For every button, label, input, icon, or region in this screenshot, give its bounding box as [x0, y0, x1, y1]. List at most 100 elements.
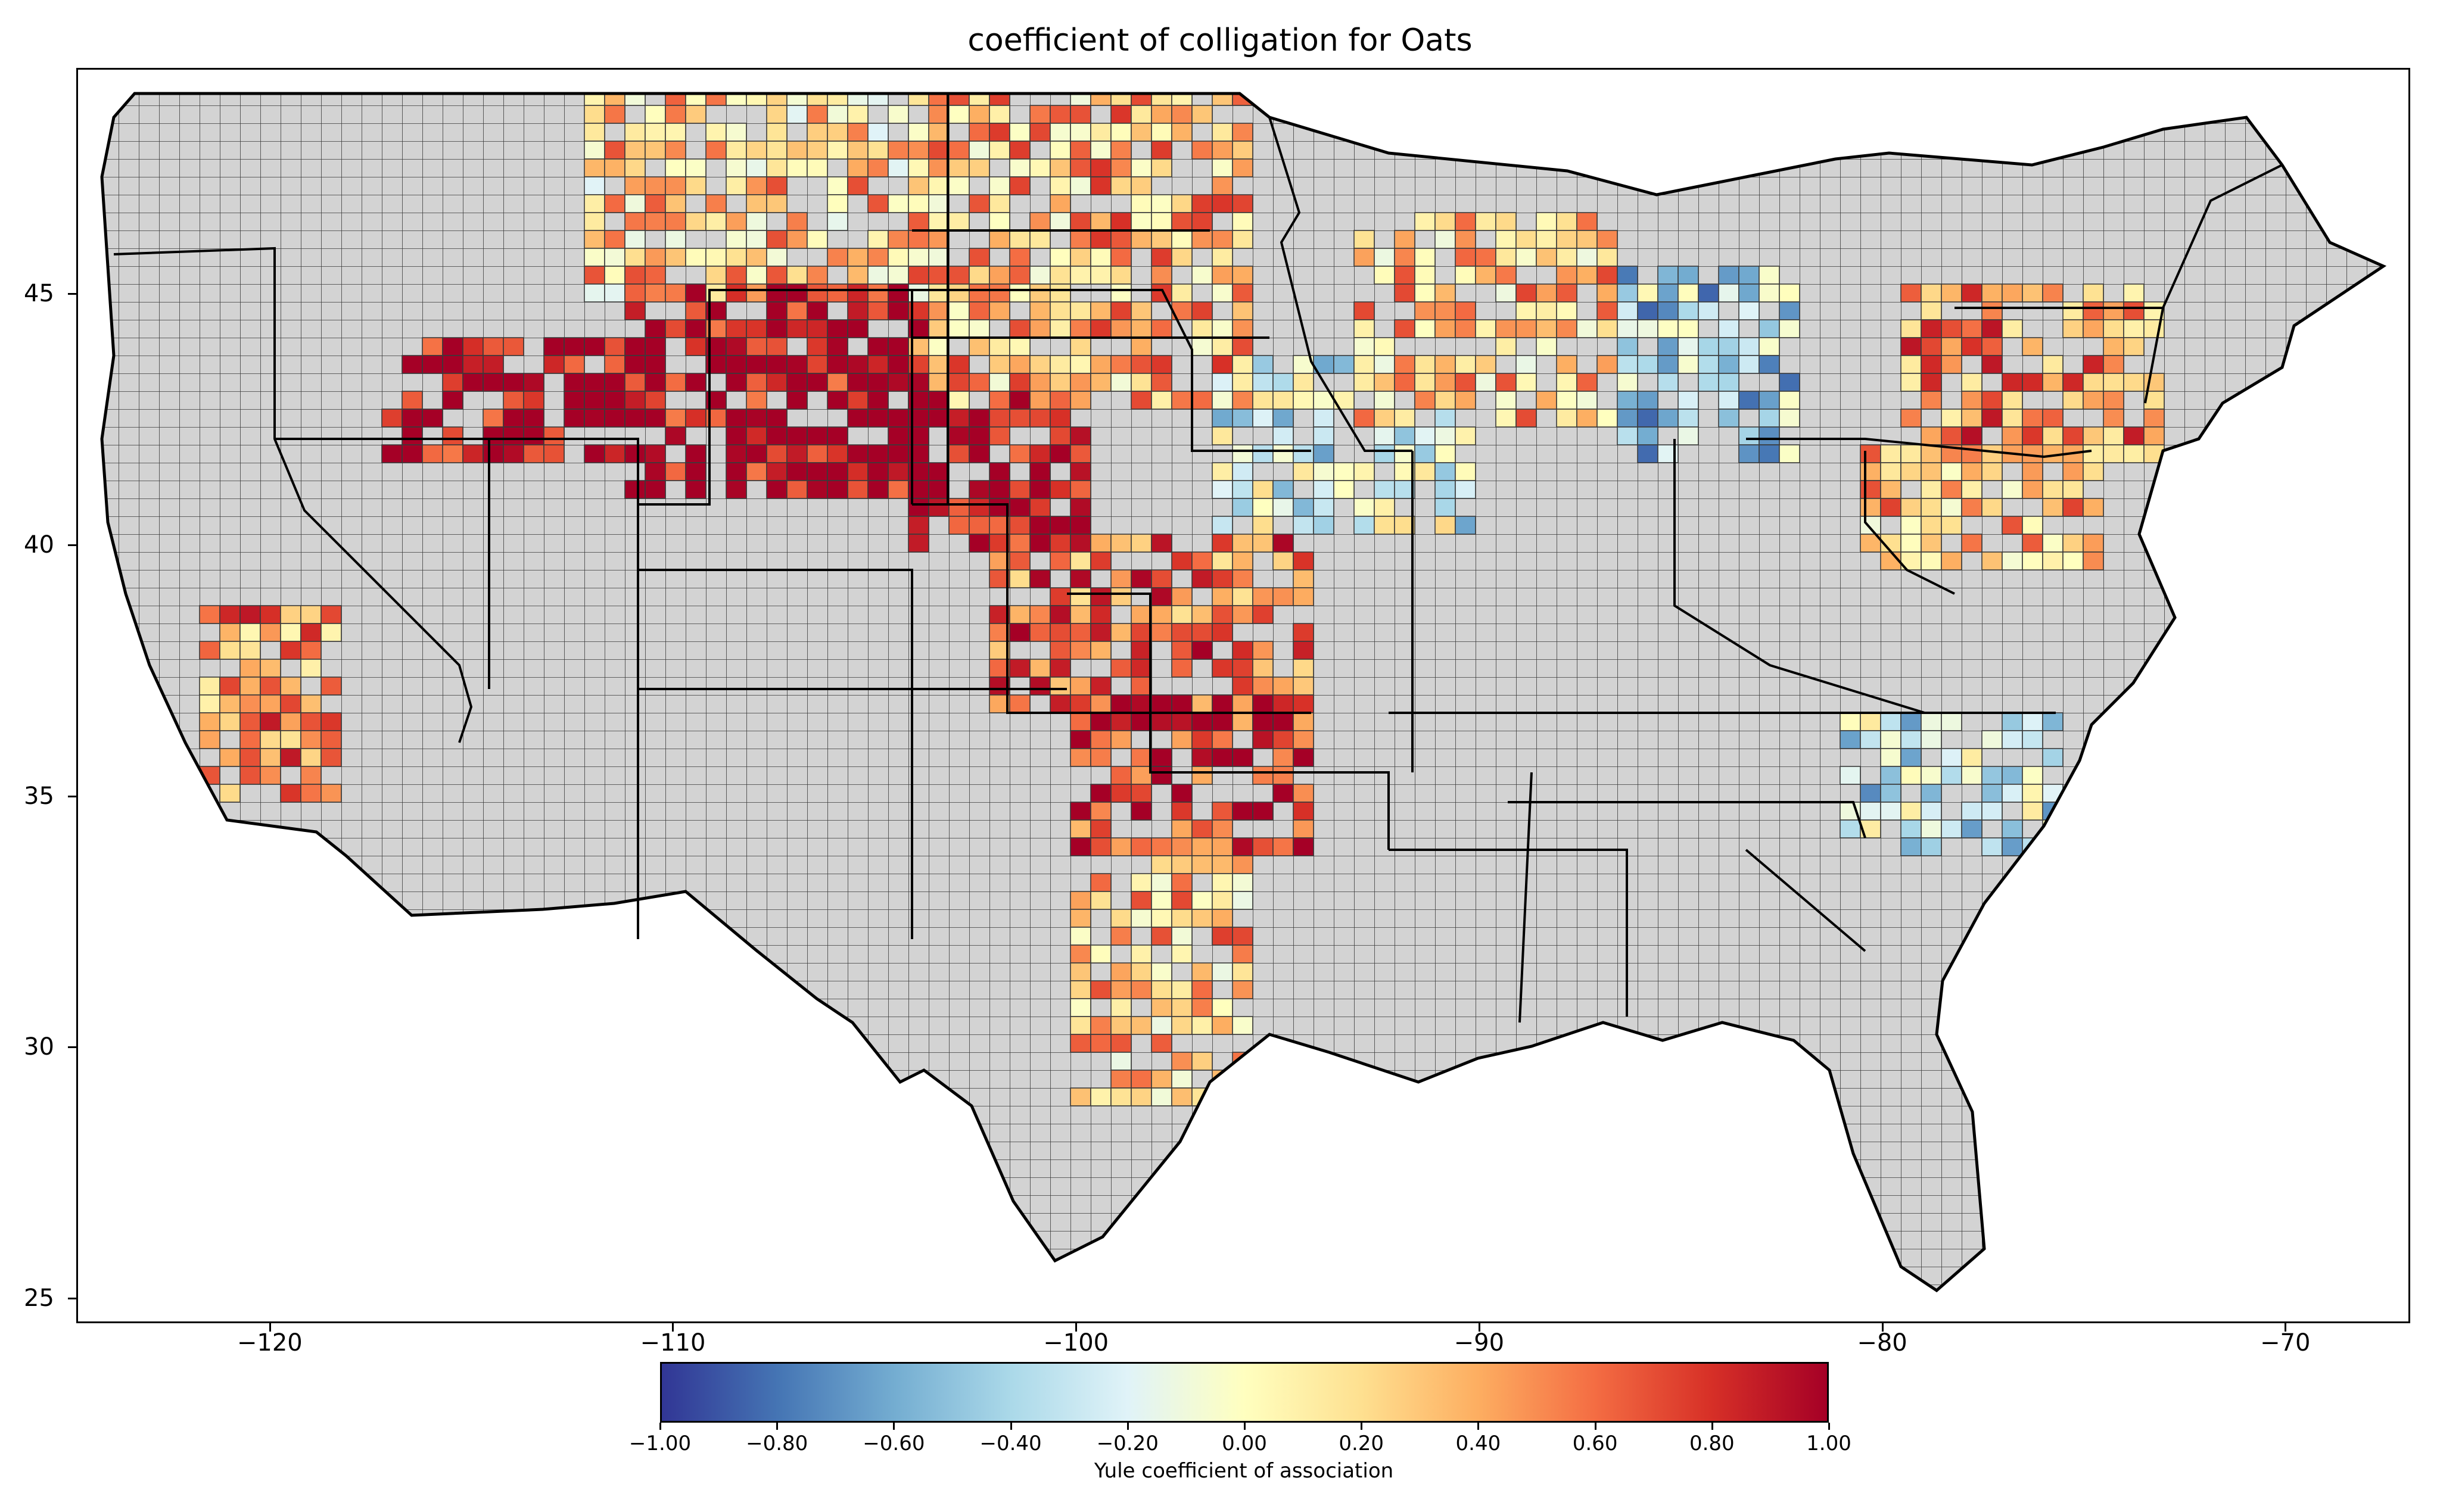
county-cell: [1394, 319, 1415, 338]
county-cell: [300, 784, 322, 803]
county-cell: [2022, 516, 2043, 535]
county-cell: [1232, 355, 1253, 374]
county-cell: [888, 337, 909, 356]
county-cell: [1191, 230, 1213, 249]
county-cell: [1110, 355, 1132, 374]
county-cell: [1232, 123, 1253, 142]
county-cell: [1941, 337, 1962, 356]
county-cell: [1921, 802, 1942, 821]
x-tick-label: −90: [1454, 1329, 1505, 1357]
county-cell: [1434, 444, 1456, 463]
county-cell: [1738, 337, 1760, 356]
county-cell: [1070, 373, 1091, 392]
county-cell: [1151, 837, 1172, 856]
county-cell: [766, 158, 788, 177]
county-cell: [1029, 283, 1051, 303]
county-cell: [1050, 355, 1071, 374]
county-cell: [2062, 534, 2084, 553]
county-cell: [726, 176, 747, 195]
county-cell: [483, 355, 504, 374]
county-cell: [1131, 837, 1152, 856]
county-cell: [1090, 123, 1112, 142]
county-cell: [422, 337, 443, 356]
county-cell: [1596, 355, 1618, 374]
county-cell: [1151, 623, 1172, 642]
county-cell: [1191, 623, 1213, 642]
county-cell: [867, 337, 889, 356]
county-cell: [1029, 605, 1051, 624]
county-cell: [320, 623, 342, 642]
county-cell: [1698, 337, 1719, 356]
county-cell: [584, 283, 605, 303]
county-cell: [1212, 534, 1233, 553]
county-cell: [624, 248, 646, 267]
county-layer: [102, 93, 2383, 1290]
county-cell: [1110, 623, 1132, 642]
county-cell: [584, 105, 605, 124]
county-cell: [1212, 319, 1233, 338]
county-cell: [1232, 444, 1253, 463]
county-cell: [1151, 105, 1172, 124]
county-cell: [1313, 444, 1334, 463]
county-cell: [1151, 962, 1172, 981]
county-cell: [665, 426, 686, 445]
county-cell: [1353, 462, 1375, 481]
county-cell: [422, 444, 443, 463]
county-cell: [1657, 319, 1679, 338]
county-cell: [827, 480, 848, 499]
county-cell: [1131, 93, 1152, 106]
county-cell: [746, 444, 767, 463]
county-cell: [1434, 391, 1456, 410]
county-cell: [1050, 605, 1071, 624]
county-cell: [888, 248, 909, 267]
county-cell: [1617, 283, 1638, 303]
county-cell: [1191, 569, 1213, 588]
county-cell: [2002, 283, 2023, 303]
colorbar-label: Yule coefficient of association: [1094, 1459, 1394, 1483]
county-cell: [1900, 462, 1922, 481]
county-cell: [1212, 748, 1233, 767]
county-cell: [219, 712, 241, 731]
county-cell: [1151, 569, 1172, 588]
county-cell: [847, 105, 869, 124]
county-cell: [1313, 498, 1334, 517]
county-cell: [1272, 837, 1294, 856]
county-cell: [1050, 123, 1071, 142]
county-cell: [1171, 802, 1193, 821]
county-cell: [1414, 444, 1436, 463]
county-cell: [1090, 355, 1112, 374]
county-cell: [1556, 248, 1577, 267]
county-cell: [1090, 248, 1112, 267]
county-cell: [1151, 283, 1172, 303]
county-cell: [1880, 480, 1901, 499]
county-cell: [1617, 373, 1638, 392]
county-cell: [239, 766, 261, 785]
county-cell: [1313, 516, 1334, 535]
county-cell: [1455, 480, 1476, 499]
county-cell: [2022, 712, 2043, 731]
county-cell: [1151, 1016, 1172, 1035]
county-cell: [1171, 212, 1193, 231]
colorbar-tick-label: 0.20: [1339, 1432, 1384, 1455]
county-cell: [219, 748, 241, 767]
county-cell: [989, 301, 1010, 320]
county-cell: [1678, 355, 1699, 374]
county-cell: [1151, 748, 1172, 767]
county-cell: [1131, 123, 1152, 142]
county-cell: [1212, 659, 1233, 678]
county-cell: [1151, 373, 1172, 392]
county-cell: [1252, 355, 1274, 374]
county-cell: [1131, 873, 1152, 892]
county-cell: [948, 93, 970, 106]
county-cell: [1515, 319, 1537, 338]
county-cell: [1272, 409, 1294, 428]
county-cell: [726, 426, 747, 445]
county-cell: [1921, 301, 1942, 320]
county-cell: [1212, 551, 1233, 570]
county-cell: [1759, 337, 1780, 356]
county-cell: [564, 391, 585, 410]
county-cell: [1900, 319, 1922, 338]
county-cell: [1110, 587, 1132, 606]
county-cell: [786, 158, 808, 177]
county-cell: [584, 391, 605, 410]
